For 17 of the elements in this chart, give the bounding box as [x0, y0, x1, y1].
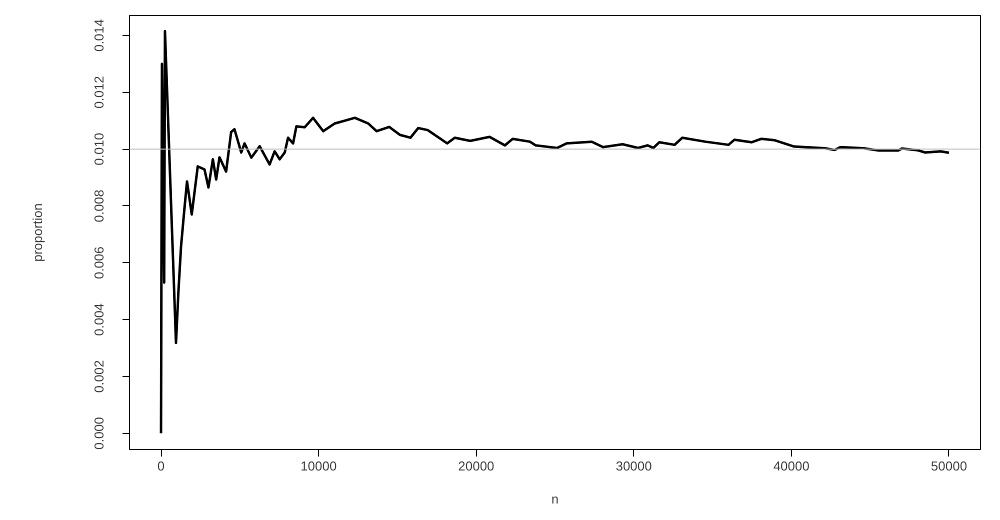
y-tick-label: 0.012: [92, 76, 106, 109]
y-tick-label: 0.006: [92, 246, 106, 280]
x-axis-title: n: [551, 492, 559, 506]
y-tick-label: 0.010: [92, 132, 106, 166]
x-tick-label: 20000: [458, 458, 494, 474]
x-tick-label: 40000: [773, 458, 810, 474]
y-tick-label: 0.014: [92, 19, 106, 52]
x-tick-label: 50000: [930, 458, 968, 474]
x-tick-label: 30000: [616, 458, 652, 474]
y-axis-title: proportion: [30, 203, 45, 262]
y-tick-label: 0.002: [92, 360, 106, 393]
x-tick-label: 0: [157, 458, 165, 474]
x-tick-label: 10000: [300, 458, 337, 474]
line-series: [160, 30, 950, 435]
y-tick-label: 0.000: [92, 417, 106, 450]
y-tick-label: 0.004: [92, 303, 106, 336]
y-tick-label: 0.008: [92, 190, 106, 222]
